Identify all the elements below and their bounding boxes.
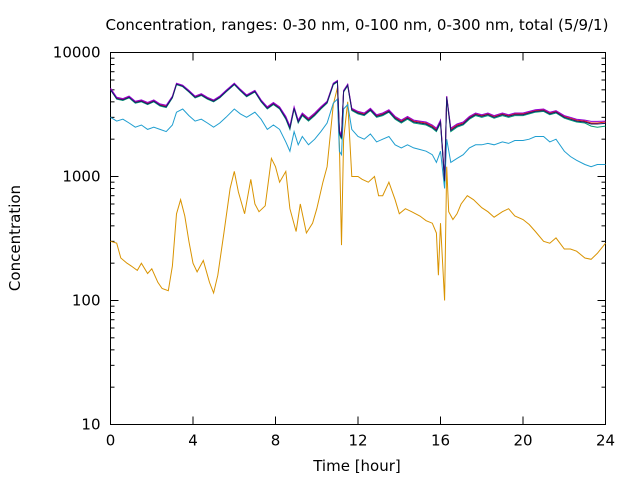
x-tick-label: 0 xyxy=(106,432,116,450)
x-tick-label: 20 xyxy=(513,432,532,450)
series-line-3 xyxy=(110,80,606,183)
x-tick-label: 24 xyxy=(596,432,615,450)
y-tick-label: 10 xyxy=(81,416,100,434)
y-tick-label: 1000 xyxy=(62,168,100,186)
series-line-4 xyxy=(110,79,606,180)
x-tick-label: 8 xyxy=(271,432,281,450)
series-line-5 xyxy=(110,79,606,179)
axis-ticks: 0 4 8 12 16 20 24 10 100 1000 10000 xyxy=(53,44,615,450)
chart-title: Concentration, ranges: 0-30 nm, 0-100 nm… xyxy=(106,16,609,34)
y-tick-label: 100 xyxy=(72,292,101,310)
x-tick-label: 12 xyxy=(348,432,367,450)
series-line-1 xyxy=(110,87,606,301)
x-axis-label: Time [hour] xyxy=(312,457,401,475)
series-layer xyxy=(110,79,606,301)
plot-frame xyxy=(110,52,606,425)
y-axis-label: Concentration xyxy=(6,185,24,291)
x-tick-label: 16 xyxy=(431,432,450,450)
series-line-2 xyxy=(110,98,606,189)
series-line-6 xyxy=(110,80,606,182)
y-tick-label: 10000 xyxy=(53,44,101,62)
x-tick-label: 4 xyxy=(188,432,198,450)
